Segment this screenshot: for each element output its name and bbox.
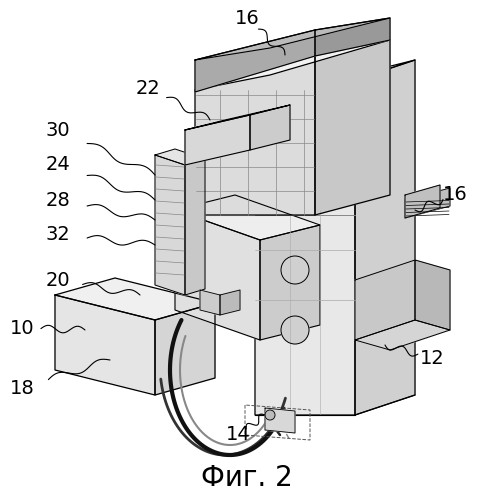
Polygon shape — [250, 105, 290, 150]
Polygon shape — [315, 40, 390, 215]
Text: 32: 32 — [46, 226, 70, 245]
Polygon shape — [195, 18, 390, 60]
Text: 14: 14 — [226, 426, 250, 445]
Polygon shape — [155, 155, 185, 295]
Polygon shape — [315, 18, 390, 56]
Polygon shape — [200, 290, 220, 315]
Text: 30: 30 — [46, 120, 70, 140]
Polygon shape — [195, 55, 315, 215]
Polygon shape — [255, 60, 415, 100]
Polygon shape — [405, 188, 450, 218]
Polygon shape — [260, 225, 320, 340]
Polygon shape — [185, 159, 205, 295]
Text: 12: 12 — [420, 348, 445, 367]
Polygon shape — [220, 290, 240, 315]
Polygon shape — [185, 105, 290, 130]
Text: 16: 16 — [235, 8, 259, 27]
Polygon shape — [185, 115, 250, 165]
Text: 16: 16 — [443, 186, 467, 205]
Polygon shape — [175, 210, 260, 340]
Text: 24: 24 — [46, 156, 70, 175]
Polygon shape — [405, 185, 440, 218]
Polygon shape — [55, 295, 155, 395]
Polygon shape — [355, 60, 415, 415]
Text: 20: 20 — [46, 270, 70, 289]
Polygon shape — [195, 30, 315, 92]
Text: 28: 28 — [46, 191, 70, 210]
Polygon shape — [415, 260, 450, 330]
Polygon shape — [55, 278, 215, 320]
Text: 18: 18 — [9, 379, 34, 398]
Circle shape — [281, 256, 309, 284]
Polygon shape — [355, 260, 415, 340]
Polygon shape — [175, 195, 320, 240]
Text: Фиг. 2: Фиг. 2 — [201, 464, 293, 492]
Polygon shape — [265, 408, 295, 433]
Polygon shape — [355, 320, 450, 350]
Polygon shape — [155, 303, 215, 395]
Text: 10: 10 — [10, 318, 34, 337]
Polygon shape — [155, 149, 205, 165]
Polygon shape — [255, 80, 355, 415]
Circle shape — [265, 410, 275, 420]
Text: 22: 22 — [136, 78, 160, 97]
Circle shape — [281, 316, 309, 344]
Polygon shape — [195, 40, 390, 90]
